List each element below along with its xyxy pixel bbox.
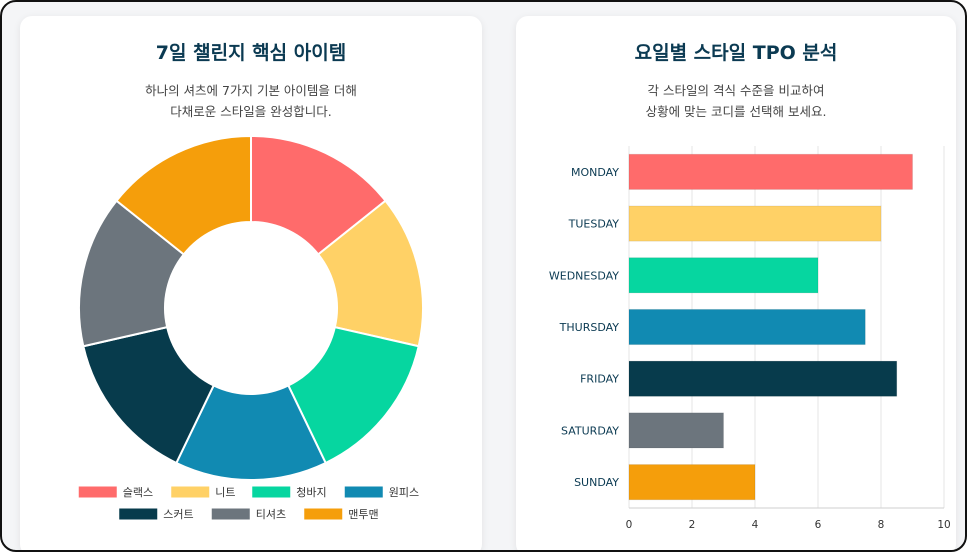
bar-tuesday xyxy=(628,205,882,242)
legend-label-7: 맨투맨 xyxy=(348,508,378,521)
x-tick-label-2: 4 xyxy=(752,519,759,531)
donut-slice-4 xyxy=(175,384,327,481)
tpo-card-subtitle-line2: 상황에 맞는 코디를 선택해 보세요. xyxy=(645,104,827,119)
y-tick-label-wednesday: WEDNESDAY xyxy=(549,269,619,282)
x-tick-label-5: 10 xyxy=(937,519,950,531)
donut-slice-5 xyxy=(82,325,216,465)
tpo-card-subtitle: 각 스타일의 격식 수준을 비교하여 상황에 맞는 코디를 선택해 보세요. xyxy=(516,80,956,122)
y-tick-label-friday: FRIDAY xyxy=(580,373,619,386)
bar-chart: 0 2 4 6 8 10 MONDAY TUESDAY WEDNESDAY THURSDAY FRI… xyxy=(549,146,951,531)
legend-swatch-4 xyxy=(344,486,383,498)
legend-label-2: 니트 xyxy=(215,486,235,499)
tpo-card: 요일별 스타일 TPO 분석 각 스타일의 격식 수준을 비교하여 상황에 맞는… xyxy=(516,16,956,550)
donut-slice-6 xyxy=(78,199,186,348)
donut-slice-2 xyxy=(316,199,424,348)
items-card-subtitle-line2: 다채로운 스타일을 완성합니다. xyxy=(170,104,332,119)
bar-thursday xyxy=(628,308,866,346)
y-tick-label-sunday: SUNDAY xyxy=(574,476,619,489)
bar-saturday xyxy=(628,412,724,449)
items-card-subtitle-line1: 하나의 셔츠에 7가지 기본 아이템을 더해 xyxy=(145,83,357,98)
x-tick-label-1: 2 xyxy=(689,519,696,531)
legend-swatch-2 xyxy=(171,486,210,498)
legend-label-4: 원피스 xyxy=(389,486,419,499)
items-card-title: 7일 챌린지 핵심 아이템 xyxy=(155,42,347,64)
tpo-card-title: 요일별 스타일 TPO 분석 xyxy=(634,42,838,64)
bar-sunday xyxy=(628,464,756,501)
y-tick-label-thursday: THURSDAY xyxy=(559,321,620,334)
bar-wednesday xyxy=(628,257,819,294)
x-tick-label-0: 0 xyxy=(626,519,633,531)
bar-monday xyxy=(628,153,913,190)
legend-swatch-3 xyxy=(252,486,291,498)
legend-swatch-7 xyxy=(304,508,343,520)
bar-friday xyxy=(628,360,898,397)
legend-label-5: 스커트 xyxy=(163,508,193,521)
y-tick-label-monday: MONDAY xyxy=(571,166,619,179)
legend-swatch-6 xyxy=(211,508,250,520)
items-card-subtitle: 하나의 셔츠에 7가지 기본 아이템을 더해 다채로운 스타일을 완성합니다. xyxy=(20,80,482,122)
legend-label-6: 티셔츠 xyxy=(256,508,286,521)
legend-label-3: 청바지 xyxy=(296,486,326,499)
tpo-card-subtitle-line1: 각 스타일의 격식 수준을 비교하여 xyxy=(647,83,825,98)
y-tick-label-saturday: SATURDAY xyxy=(561,424,619,437)
items-card: 7일 챌린지 핵심 아이템 하나의 셔츠에 7가지 기본 아이템을 더해 다채로… xyxy=(20,16,482,550)
donut-slice-1 xyxy=(250,134,387,256)
x-tick-label-3: 6 xyxy=(815,519,822,531)
legend-label-1: 슬랙스 xyxy=(123,486,153,499)
donut-slice-3 xyxy=(286,325,420,465)
y-tick-label-tuesday: TUESDAY xyxy=(568,218,620,231)
legend-swatch-1 xyxy=(78,486,117,498)
donut-slice-7 xyxy=(115,134,252,256)
x-tick-label-4: 8 xyxy=(878,519,885,531)
legend-swatch-5 xyxy=(119,508,158,520)
